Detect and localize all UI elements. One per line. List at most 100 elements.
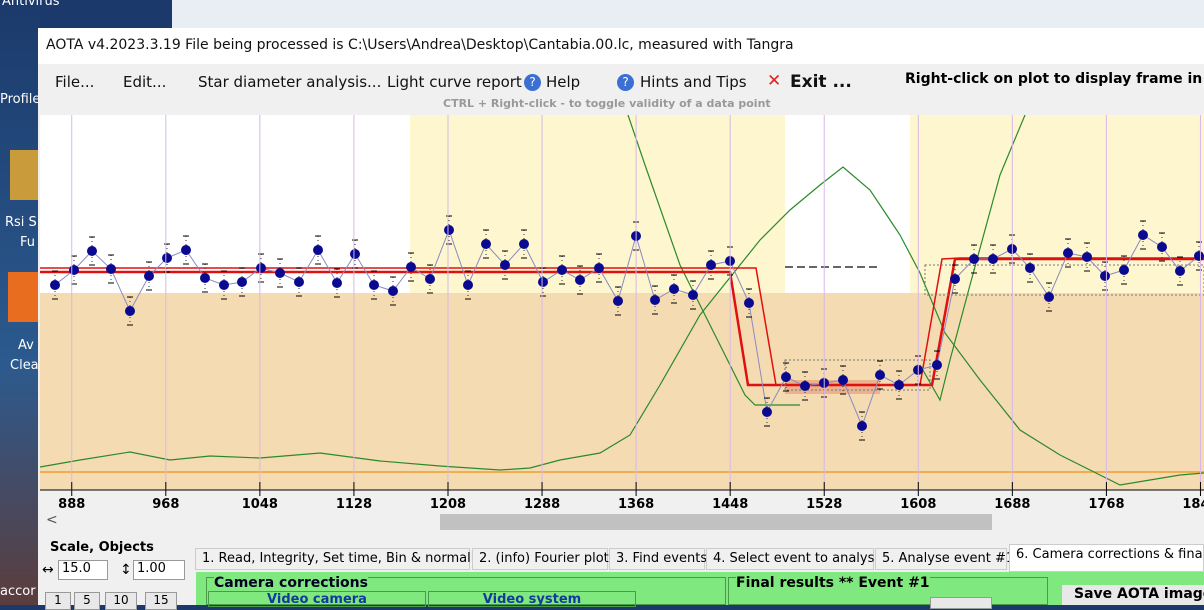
point — [50, 280, 60, 290]
green-curve — [919, 115, 1026, 402]
icon-label: Av — [18, 338, 34, 353]
x-tick-label: 1128 — [336, 497, 372, 510]
bracket — [924, 264, 1204, 296]
point — [669, 284, 679, 294]
icon: ↕ — [120, 562, 132, 578]
x-tick-label: 1048 — [242, 497, 278, 510]
point — [256, 263, 266, 273]
tab[interactable]: 3. Find events — [609, 548, 707, 570]
x-tick-label: 1368 — [618, 497, 654, 510]
point — [406, 262, 416, 272]
point — [162, 253, 172, 263]
point — [87, 246, 97, 256]
point — [463, 280, 473, 290]
point — [781, 372, 791, 382]
point — [1175, 266, 1185, 276]
point — [275, 268, 285, 278]
label: Scale, Objects — [50, 540, 154, 555]
group — [1062, 585, 1204, 605]
point — [575, 275, 585, 285]
tab[interactable]: 1. Read, Integrity, Set time, Bin & norm… — [195, 548, 489, 570]
x-tick-label: 1528 — [806, 497, 842, 510]
point — [969, 254, 979, 264]
point — [1100, 271, 1110, 281]
menu-item[interactable]: Exit ... — [790, 72, 852, 92]
menu-item[interactable]: Light curve report — [387, 73, 522, 91]
point — [1157, 242, 1167, 252]
point — [557, 265, 567, 275]
tab-active[interactable]: 6. Camera corrections & final times — [1009, 544, 1204, 572]
spinbox[interactable]: 1.00 — [133, 560, 185, 580]
tab[interactable]: 4. Select event to analyse — [706, 548, 882, 570]
green-curve — [40, 166, 1204, 486]
green-curve — [627, 115, 800, 406]
x-tick-label: 888 — [58, 497, 85, 510]
point — [1044, 292, 1054, 302]
point — [800, 381, 810, 391]
menu-item[interactable]: File... — [55, 73, 95, 91]
point — [988, 254, 998, 264]
point — [369, 280, 379, 290]
point — [1119, 265, 1129, 275]
icon[interactable] — [10, 150, 38, 200]
exit-icon: ✕ — [767, 71, 782, 91]
icon-label: Fu — [20, 235, 36, 250]
button[interactable]: 15 — [145, 592, 177, 610]
point — [481, 239, 491, 249]
point — [594, 263, 604, 273]
menu-item[interactable]: Star diameter analysis... — [198, 73, 382, 91]
hint: Right-click on plot to display frame in … — [905, 71, 1204, 87]
point — [932, 360, 942, 370]
point — [500, 260, 510, 270]
region — [40, 115, 410, 293]
menu-item[interactable]: Edit... — [123, 73, 167, 91]
point — [200, 273, 210, 283]
icon[interactable] — [8, 272, 38, 322]
x-tick-label: 1608 — [900, 497, 936, 510]
button[interactable]: 1 — [45, 592, 71, 610]
menu-item[interactable]: Help — [546, 73, 581, 91]
point — [444, 225, 454, 235]
scroll-thumb[interactable] — [440, 514, 992, 530]
region — [40, 293, 1204, 490]
point — [857, 421, 867, 431]
button[interactable] — [930, 597, 992, 609]
title-bar — [38, 28, 1204, 64]
point — [1063, 248, 1073, 258]
button[interactable]: 5 — [74, 592, 100, 610]
point — [762, 407, 772, 417]
hint: CTRL + Right-click - to toggle validity … — [443, 97, 771, 110]
point — [219, 280, 229, 290]
light-curve — [50, 215, 1204, 441]
window-title: AOTA v4.2023.3.19 File being processed i… — [46, 37, 794, 53]
icon-label: Antivirus — [2, 0, 60, 9]
point — [350, 249, 360, 259]
tab[interactable]: 2. (info) Fourier plot — [472, 548, 609, 570]
button[interactable]: 10 — [105, 592, 137, 610]
point — [519, 239, 529, 249]
point — [425, 274, 435, 284]
plot: 888 968 1048 1128 1208 1288 1368 1448 1528 1608 16… — [40, 115, 1204, 510]
icon-label: Rsi S — [5, 215, 37, 230]
tab[interactable]: 5. Analyse event #1 — [875, 548, 1014, 570]
scroll-arrow[interactable]: < — [46, 512, 58, 528]
region — [785, 115, 910, 293]
spinbox[interactable]: 15.0 — [58, 560, 108, 580]
point — [388, 286, 398, 296]
background-window — [172, 0, 1204, 28]
point — [744, 298, 754, 308]
point — [144, 271, 154, 281]
group-title: Final results ** Event #1 — [736, 575, 930, 591]
point — [313, 245, 323, 255]
icon-label: accor — [0, 584, 36, 599]
point — [538, 277, 548, 287]
point — [237, 277, 247, 287]
group-title: Save AOTA images — [1074, 586, 1204, 602]
help-icon: ? — [524, 74, 541, 91]
menu-item[interactable]: Hints and Tips — [640, 73, 747, 91]
point — [688, 290, 698, 300]
model-line — [40, 257, 1204, 386]
point — [69, 265, 79, 275]
x-tick-label: 1288 — [524, 497, 560, 510]
